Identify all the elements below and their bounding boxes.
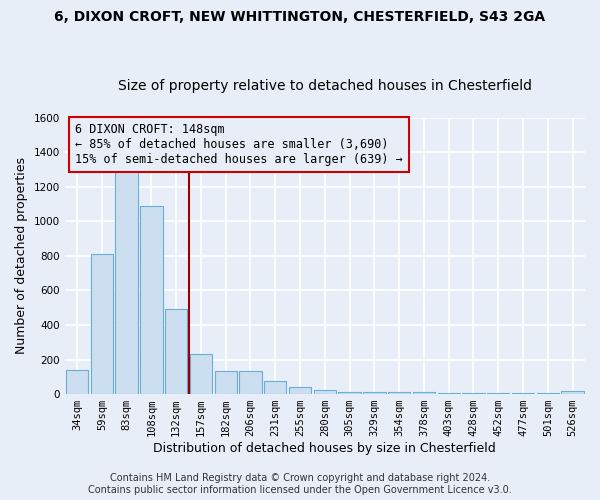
Bar xyxy=(512,393,534,394)
Y-axis label: Number of detached properties: Number of detached properties xyxy=(15,158,28,354)
Bar xyxy=(388,392,410,394)
Bar xyxy=(562,392,584,394)
Bar xyxy=(463,393,485,394)
Bar xyxy=(338,392,361,394)
Bar xyxy=(413,392,435,394)
Bar xyxy=(66,370,88,394)
Bar xyxy=(264,381,286,394)
Bar xyxy=(487,393,509,394)
Bar xyxy=(363,392,386,394)
Bar xyxy=(91,254,113,394)
Bar xyxy=(140,206,163,394)
Bar xyxy=(215,371,237,394)
Bar xyxy=(115,170,138,394)
Text: Contains HM Land Registry data © Crown copyright and database right 2024.
Contai: Contains HM Land Registry data © Crown c… xyxy=(88,474,512,495)
Text: 6 DIXON CROFT: 148sqm
← 85% of detached houses are smaller (3,690)
15% of semi-d: 6 DIXON CROFT: 148sqm ← 85% of detached … xyxy=(75,124,403,166)
Bar xyxy=(536,393,559,394)
Bar xyxy=(165,310,187,394)
X-axis label: Distribution of detached houses by size in Chesterfield: Distribution of detached houses by size … xyxy=(154,442,496,455)
Title: Size of property relative to detached houses in Chesterfield: Size of property relative to detached ho… xyxy=(118,79,532,93)
Text: 6, DIXON CROFT, NEW WHITTINGTON, CHESTERFIELD, S43 2GA: 6, DIXON CROFT, NEW WHITTINGTON, CHESTER… xyxy=(55,10,545,24)
Bar xyxy=(239,371,262,394)
Bar xyxy=(437,393,460,394)
Bar xyxy=(190,354,212,394)
Bar xyxy=(289,387,311,394)
Bar xyxy=(314,390,336,394)
